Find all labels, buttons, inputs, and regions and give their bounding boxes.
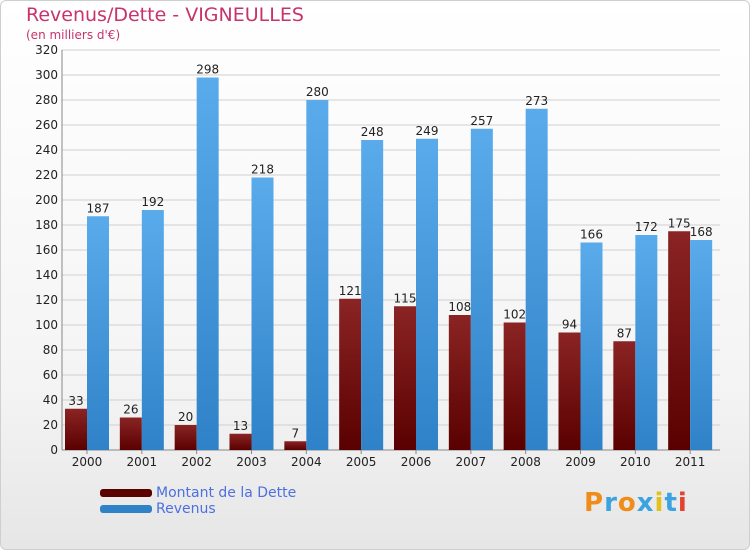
bar-dette — [284, 441, 307, 450]
chart-title: Revenus/Dette - VIGNEULLES — [26, 4, 304, 26]
y-axis-ticks: 0 20 40 60 80 100 120 140 160 180 200 220 240 260 280 3… — [35, 43, 58, 457]
bar-revenus — [525, 108, 548, 450]
x-tick-label: 2002 — [181, 455, 212, 469]
data-label-revenus: 172 — [635, 220, 658, 234]
x-tick-label: 2009 — [565, 455, 596, 469]
bar-revenus — [690, 240, 713, 450]
y-tick-label: 180 — [35, 218, 58, 232]
data-label-dette: 87 — [617, 326, 632, 340]
bar-dette — [229, 433, 252, 450]
legend-label-dette: Montant de la Dette — [156, 485, 297, 501]
bar-dette — [65, 408, 87, 450]
y-tick-label: 60 — [43, 368, 58, 382]
x-tick-label: 2010 — [620, 455, 651, 469]
data-label-dette: 115 — [394, 291, 417, 305]
x-tick-label: 2008 — [510, 455, 541, 469]
y-tick-label: 40 — [43, 393, 58, 407]
bar-revenus — [470, 128, 493, 450]
legend-swatch-dette — [100, 489, 152, 497]
bar-dette — [394, 306, 416, 450]
y-tick-label: 140 — [35, 268, 58, 282]
x-tick-label: 2006 — [401, 455, 432, 469]
data-label-revenus: 298 — [196, 63, 219, 77]
bar-revenus — [141, 210, 164, 450]
data-label-revenus: 257 — [470, 114, 493, 128]
bar-revenus — [87, 216, 109, 450]
y-tick-label: 280 — [35, 93, 58, 107]
data-label-dette: 175 — [668, 216, 691, 230]
bar-dette — [448, 315, 471, 450]
bar-revenus — [361, 140, 384, 450]
logo-letter: P — [584, 488, 605, 518]
logo-letter: x — [636, 488, 655, 518]
y-tick-label: 120 — [35, 293, 58, 307]
chart-subtitle: (en milliers d'€) — [26, 28, 121, 42]
bar-dette — [174, 425, 197, 450]
data-label-dette: 26 — [123, 403, 138, 417]
logo-letter: o — [617, 488, 637, 518]
y-tick-label: 200 — [35, 193, 58, 207]
data-label-dette: 7 — [292, 426, 300, 440]
data-label-revenus: 168 — [690, 225, 713, 239]
x-tick-label: 2007 — [456, 455, 487, 469]
data-label-dette: 121 — [339, 284, 362, 298]
data-label-revenus: 249 — [416, 124, 439, 138]
y-tick-label: 0 — [50, 443, 58, 457]
legend-swatch-revenus — [100, 505, 152, 513]
bar-revenus — [580, 242, 603, 450]
bar-dette — [503, 322, 526, 450]
y-tick-label: 260 — [35, 118, 58, 132]
legend-label-revenus: Revenus — [156, 501, 216, 517]
y-tick-label: 240 — [35, 143, 58, 157]
bar-revenus — [196, 77, 219, 450]
bar-dette — [613, 341, 636, 450]
y-tick-label: 100 — [35, 318, 58, 332]
logo-letter: r — [604, 488, 618, 518]
y-tick-label: 300 — [35, 68, 58, 82]
data-label-dette: 102 — [503, 308, 526, 322]
data-label-revenus: 273 — [525, 94, 548, 108]
data-labels: 33 187 26 192 20 298 13 218 7 280 121 248 115 249 108 2… — [68, 63, 712, 441]
bar-revenus — [416, 138, 438, 450]
x-tick-label: 2004 — [291, 455, 322, 469]
x-tick-label: 2003 — [236, 455, 267, 469]
bar-dette — [558, 332, 581, 450]
x-tick-label: 2011 — [675, 455, 706, 469]
data-label-revenus: 166 — [580, 228, 603, 242]
data-label-dette: 20 — [178, 410, 193, 424]
grid-lines — [61, 49, 720, 451]
bars-group — [65, 77, 713, 450]
bar-revenus — [251, 177, 274, 450]
y-tick-label: 320 — [35, 43, 58, 57]
bar-dette — [119, 417, 142, 450]
bar-dette — [668, 231, 691, 450]
x-tick-label: 2005 — [346, 455, 377, 469]
proxiti-logo: Proxiti — [584, 488, 688, 518]
y-tick-label: 80 — [43, 343, 58, 357]
data-label-revenus: 218 — [251, 163, 274, 177]
x-axis-ticks: 2000 2001 2002 2003 2004 2005 2006 2007 2008 2009… — [72, 450, 706, 469]
data-label-dette: 33 — [68, 394, 83, 408]
data-label-revenus: 192 — [141, 195, 164, 209]
data-label-revenus: 187 — [87, 201, 110, 215]
data-label-revenus: 248 — [361, 125, 384, 139]
bar-dette — [339, 298, 362, 450]
logo-letter: i — [677, 488, 688, 518]
logo-letter: t — [664, 488, 678, 518]
data-label-dette: 94 — [562, 318, 577, 332]
data-label-dette: 108 — [448, 300, 471, 314]
bar-revenus — [635, 235, 658, 450]
y-tick-label: 20 — [43, 418, 58, 432]
data-label-revenus: 280 — [306, 85, 329, 99]
x-tick-label: 2000 — [72, 455, 103, 469]
y-tick-label: 220 — [35, 168, 58, 182]
bar-revenus — [306, 100, 329, 450]
x-tick-label: 2001 — [127, 455, 158, 469]
logo-letter: i — [654, 488, 665, 518]
data-label-dette: 13 — [233, 419, 248, 433]
y-tick-label: 160 — [35, 243, 58, 257]
